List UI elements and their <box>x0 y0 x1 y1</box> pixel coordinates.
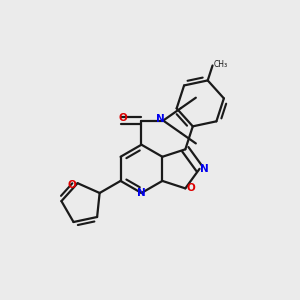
Text: N: N <box>157 114 165 124</box>
Text: O: O <box>186 183 195 194</box>
Text: O: O <box>119 113 128 123</box>
Text: N: N <box>137 188 146 198</box>
Text: N: N <box>200 164 209 174</box>
Text: CH₃: CH₃ <box>214 60 228 69</box>
Text: O: O <box>67 180 76 190</box>
